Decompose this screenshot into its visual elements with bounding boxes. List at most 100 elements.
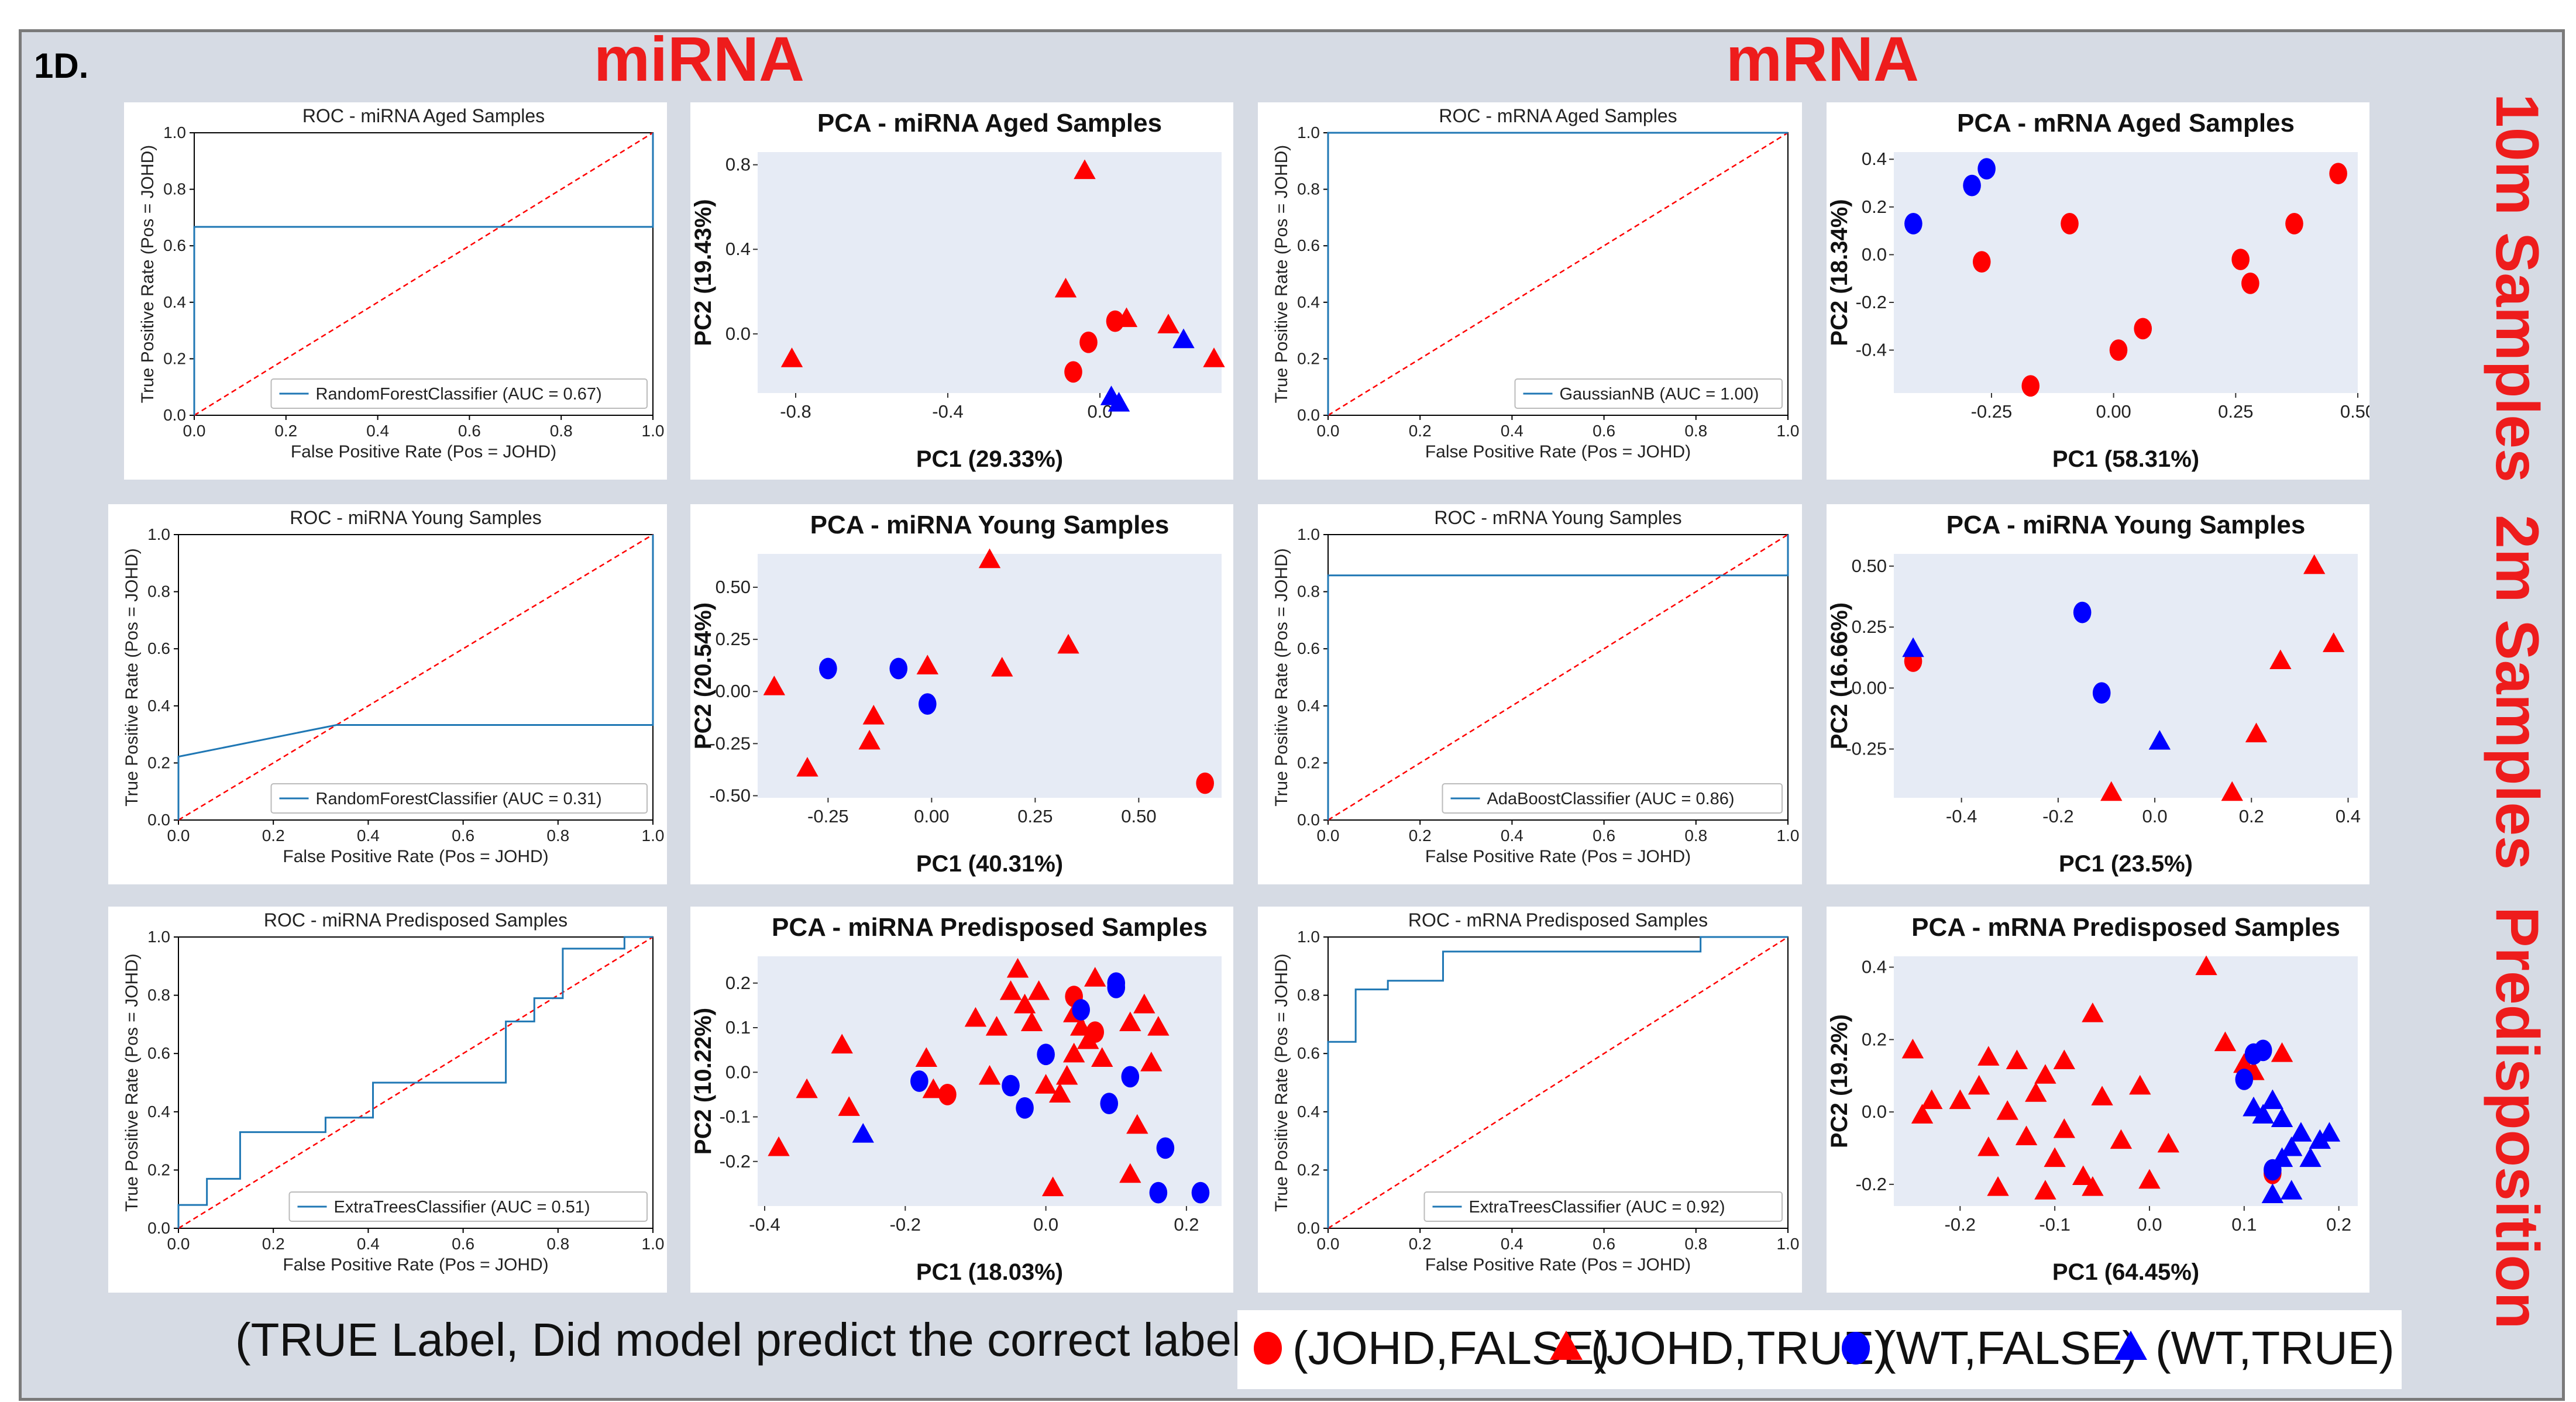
- chart-title: ROC - mRNA Aged Samples: [1439, 105, 1677, 126]
- x-axis-label: False Positive Rate (Pos = JOHD): [283, 847, 548, 866]
- roc-legend-box: [288, 1191, 648, 1222]
- y-tick-label: 0.8: [1297, 583, 1320, 601]
- chance-line: [1327, 533, 1789, 821]
- data-point: [1079, 331, 1098, 353]
- data-point: [1921, 1089, 1943, 1110]
- legend-marker-circle: [1254, 1332, 1282, 1365]
- data-point: [1027, 980, 1050, 1000]
- data-point: [2235, 1069, 2254, 1090]
- chart-title: PCA - miRNA Young Samples: [1946, 511, 2306, 539]
- x-axis-label: PC1 (64.45%): [2052, 1259, 2199, 1285]
- x-tick-label: 0.8: [546, 1235, 569, 1253]
- x-tick-label: 1.0: [1777, 826, 1800, 845]
- x-tick-label: -0.4: [932, 401, 963, 422]
- y-axis-label: True Positive Rate (Pos = JOHD): [1272, 548, 1291, 807]
- x-tick-label: 0.0: [2137, 1214, 2162, 1235]
- data-point: [2025, 1082, 2047, 1102]
- plot-area: [1894, 554, 2358, 798]
- pca-mrna-young-panel: PCA - miRNA Young Samples -0.4 -0.2 0.0 0.2 0…: [1827, 504, 2369, 884]
- data-point: [1904, 213, 1922, 235]
- y-tick-label: 0.2: [147, 753, 170, 771]
- y-tick-label: 0.4: [1297, 293, 1320, 311]
- x-tick-label: 0.1: [2231, 1214, 2257, 1235]
- x-tick-label: 0.6: [452, 826, 474, 845]
- data-point: [2034, 1064, 2056, 1084]
- data-point: [1074, 159, 1096, 180]
- data-point: [1140, 1051, 1163, 1072]
- y-tick-label: -0.25: [1845, 739, 1887, 759]
- data-point: [2072, 1165, 2094, 1186]
- x-tick-label: 0.6: [1593, 826, 1615, 845]
- data-point: [862, 704, 885, 725]
- data-point: [2245, 722, 2268, 743]
- data-point: [1037, 1043, 1055, 1066]
- y-tick-label: 1.0: [1297, 928, 1320, 946]
- data-point: [1987, 1176, 2009, 1196]
- y-tick-label: 0.4: [725, 239, 751, 259]
- y-tick-label: 0.6: [1297, 1044, 1320, 1062]
- data-point: [1977, 158, 1996, 180]
- chance-line: [1327, 936, 1789, 1229]
- y-tick-label: 0.6: [147, 639, 170, 657]
- y-axis-label: PC2 (20.54%): [690, 602, 716, 749]
- y-tick-label: 0.8: [163, 180, 186, 198]
- roc-legend-box: [1514, 378, 1783, 409]
- data-point: [763, 676, 786, 695]
- legend-label: (JOHD,TRUE): [1591, 1322, 1890, 1374]
- data-point: [2082, 1176, 2104, 1196]
- x-tick-label: 0.0: [167, 1235, 190, 1253]
- y-tick-label: 0.8: [1297, 180, 1320, 198]
- y-tick-label: 0.2: [163, 349, 186, 367]
- data-point: [1157, 314, 1179, 333]
- data-point: [910, 1070, 928, 1092]
- x-tick-label: 0.4: [357, 1235, 380, 1253]
- x-tick-label: 0.25: [1017, 806, 1053, 826]
- legend-marker-triangle: [2114, 1331, 2147, 1360]
- x-tick-label: 0.4: [366, 422, 389, 440]
- data-point: [768, 1136, 790, 1156]
- data-point: [2290, 1122, 2312, 1142]
- data-point: [2091, 1086, 2113, 1105]
- data-point: [1972, 251, 1991, 273]
- data-point: [991, 656, 1013, 677]
- data-point: [2271, 1147, 2293, 1167]
- data-point: [780, 347, 803, 367]
- column-header-mirna: miRNA: [594, 23, 805, 94]
- data-point: [819, 657, 837, 680]
- data-point: [2214, 1031, 2237, 1052]
- roc-legend-label: AdaBoostClassifier (AUC = 0.86): [1487, 790, 1735, 808]
- data-point: [1191, 1181, 1210, 1204]
- data-point: [1041, 1176, 1064, 1197]
- data-point: [2231, 249, 2250, 270]
- y-tick-label: 0.1: [725, 1017, 751, 1038]
- y-tick-label: 0.6: [1297, 236, 1320, 254]
- data-point: [1119, 1011, 1141, 1031]
- chance-line: [194, 132, 654, 416]
- x-tick-label: 1.0: [1777, 422, 1800, 440]
- y-tick-label: 0.4: [147, 1103, 170, 1121]
- data-point: [2221, 781, 2243, 801]
- data-point: [2061, 213, 2079, 235]
- x-tick-label: -0.2: [1945, 1214, 1976, 1235]
- data-point: [2271, 1107, 2293, 1128]
- y-tick-label: 0.2: [1862, 197, 1887, 217]
- data-point: [1013, 993, 1036, 1014]
- data-point: [2195, 955, 2217, 976]
- x-tick-label: 0.2: [2326, 1214, 2351, 1235]
- x-tick-label: 0.4: [1501, 422, 1523, 440]
- data-point: [1084, 967, 1106, 987]
- chart-title: ROC - mRNA Predisposed Samples: [1408, 910, 1708, 931]
- chart-title: PCA - miRNA Young Samples: [810, 511, 1170, 539]
- data-point: [2261, 1089, 2284, 1110]
- data-point: [1156, 1137, 1175, 1159]
- y-tick-label: 0.4: [147, 697, 170, 715]
- chance-line: [178, 936, 654, 1229]
- roc-curve: [1327, 535, 1789, 820]
- x-axis-label: False Positive Rate (Pos = JOHD): [291, 442, 556, 461]
- x-tick-label: 0.6: [1593, 422, 1615, 440]
- y-tick-label: 0.0: [163, 406, 186, 424]
- roc-curve: [193, 133, 654, 415]
- y-tick-label: -0.25: [709, 733, 751, 753]
- data-point: [2109, 339, 2128, 361]
- roc-mirna-aged-panel: ROC - miRNA Aged Samples 0.0 0.0 0.2 0.2 0.4 0…: [124, 102, 667, 480]
